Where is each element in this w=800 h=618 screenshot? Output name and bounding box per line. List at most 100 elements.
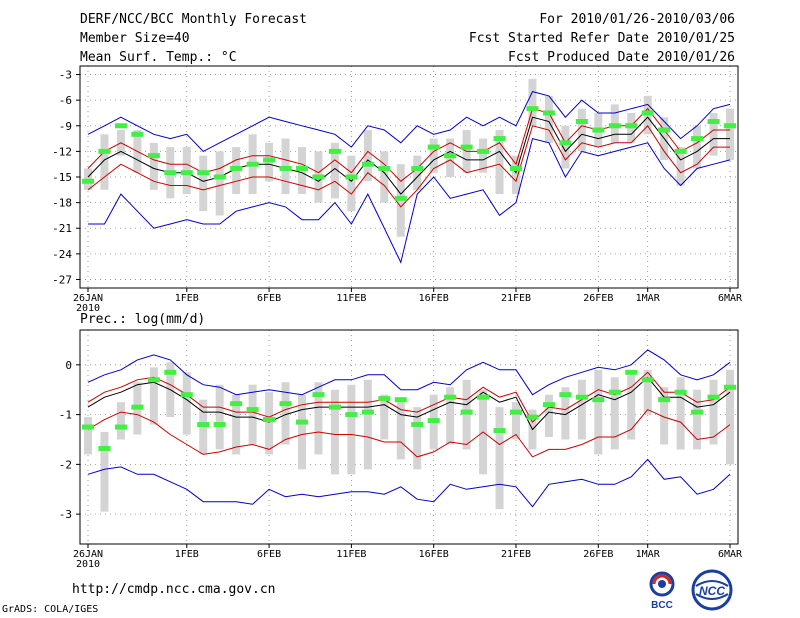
spread-box xyxy=(512,155,520,195)
ensemble-marker xyxy=(477,394,490,400)
x-tick-label: 1FEB xyxy=(175,293,199,304)
x-tick-label: 26FEB xyxy=(583,293,613,304)
ensemble-marker xyxy=(230,165,243,171)
bcc-logo-text: BCC xyxy=(651,600,673,611)
ensemble-marker xyxy=(658,397,671,403)
series-mean xyxy=(87,376,731,431)
spread-box xyxy=(610,377,619,450)
ensemble-marker xyxy=(131,131,144,137)
ncc-logo-text: NCC xyxy=(699,584,725,598)
series-upper xyxy=(87,107,730,182)
x-tick-label: 6MAR xyxy=(718,293,743,304)
ensemble-marker xyxy=(378,396,391,402)
spread-box xyxy=(429,138,438,173)
spread-box xyxy=(528,78,537,126)
spread-box xyxy=(215,151,224,216)
plot-frame xyxy=(79,65,739,289)
ensemble-marker xyxy=(345,174,358,180)
ensemble-marker xyxy=(345,412,358,418)
spread-box xyxy=(100,432,109,512)
ensemble-marker xyxy=(674,389,687,395)
ensemble-marker xyxy=(641,110,654,116)
ensemble-marker xyxy=(674,148,687,154)
member-size: Member Size=40 xyxy=(80,31,190,46)
ensemble-marker xyxy=(592,127,605,133)
spread-box xyxy=(347,155,356,212)
precip-panel-title: Prec.: log(mm/d) xyxy=(80,312,205,327)
ensemble-marker xyxy=(559,392,572,398)
ensemble-marker xyxy=(197,170,210,176)
series-min xyxy=(88,137,731,264)
ensemble-marker xyxy=(98,445,111,451)
refer-date: Fcst Started Refer Date 2010/01/25 xyxy=(468,31,735,46)
spread-box xyxy=(298,394,306,470)
spread-box xyxy=(561,387,570,440)
ensemble-marker xyxy=(164,170,177,176)
y-tick-label: -24 xyxy=(52,248,72,261)
ensemble-marker xyxy=(707,119,720,124)
y-tick-label: -1 xyxy=(59,409,72,422)
x-tick-label: 26JAN xyxy=(73,293,103,304)
ensemble-marker xyxy=(279,165,292,171)
spread-box xyxy=(676,377,685,450)
spread-box xyxy=(627,374,636,440)
series-lower xyxy=(87,125,730,208)
x-tick-label: 26FEB xyxy=(583,549,613,560)
spread-box xyxy=(413,407,422,470)
spread-box xyxy=(116,402,125,440)
ensemble-marker xyxy=(542,110,555,116)
ensemble-marker xyxy=(361,161,374,167)
spread-box xyxy=(495,130,504,195)
y-tick-label: -3 xyxy=(59,69,72,82)
spread-box xyxy=(726,369,734,465)
ensemble-marker xyxy=(542,402,555,408)
ensemble-marker xyxy=(510,409,522,415)
spread-box xyxy=(199,155,208,212)
ensemble-marker xyxy=(641,377,654,383)
y-tick-label: -15 xyxy=(52,171,72,184)
forecast-period: For 2010/01/26-2010/03/06 xyxy=(539,12,735,27)
x-tick-label: 6FEB xyxy=(257,549,281,560)
y-tick-label: -2 xyxy=(59,458,72,471)
series-upper xyxy=(87,371,731,423)
spread-box xyxy=(577,108,586,152)
ensemble-marker xyxy=(263,417,276,423)
spread-box xyxy=(248,384,257,445)
y-tick-label: -27 xyxy=(52,273,72,286)
ensemble-marker xyxy=(361,409,374,415)
x-tick-label: 26JAN xyxy=(73,549,103,560)
spread-box xyxy=(693,389,702,450)
x-tick-label: 6MAR xyxy=(718,549,743,560)
spread-box xyxy=(330,389,339,475)
x-year-label: 2010 xyxy=(76,303,100,314)
ensemble-marker xyxy=(312,392,325,398)
ensemble-marker xyxy=(296,419,308,425)
x-tick-label: 16FEB xyxy=(419,549,449,560)
spread-box xyxy=(512,402,520,440)
spread-box xyxy=(446,387,455,445)
ensemble-marker xyxy=(98,148,111,154)
ensemble-marker xyxy=(180,392,193,398)
variable-label: Mean Surf. Temp.: °C xyxy=(80,50,237,65)
spread-box xyxy=(100,134,109,190)
ensemble-marker xyxy=(526,414,539,420)
series-max xyxy=(87,349,731,396)
spread-box xyxy=(544,95,553,143)
y-tick-label: -12 xyxy=(52,145,72,158)
spread-box xyxy=(281,382,290,445)
ensemble-marker xyxy=(559,140,572,146)
spread-box xyxy=(561,125,570,169)
spread-box xyxy=(215,384,224,450)
ensemble-marker xyxy=(444,153,457,159)
y-tick-label: 0 xyxy=(65,359,72,372)
spread-box xyxy=(265,392,274,455)
spread-box xyxy=(544,394,553,437)
ensemble-marker xyxy=(608,123,621,129)
ensemble-marker xyxy=(460,144,473,150)
spread-box xyxy=(149,142,158,190)
ensemble-marker xyxy=(493,428,506,434)
y-tick-label: -21 xyxy=(52,222,72,235)
ensemble-marker xyxy=(394,397,407,403)
source-url[interactable]: http://cmdp.ncc.cma.gov.cn xyxy=(72,582,276,597)
